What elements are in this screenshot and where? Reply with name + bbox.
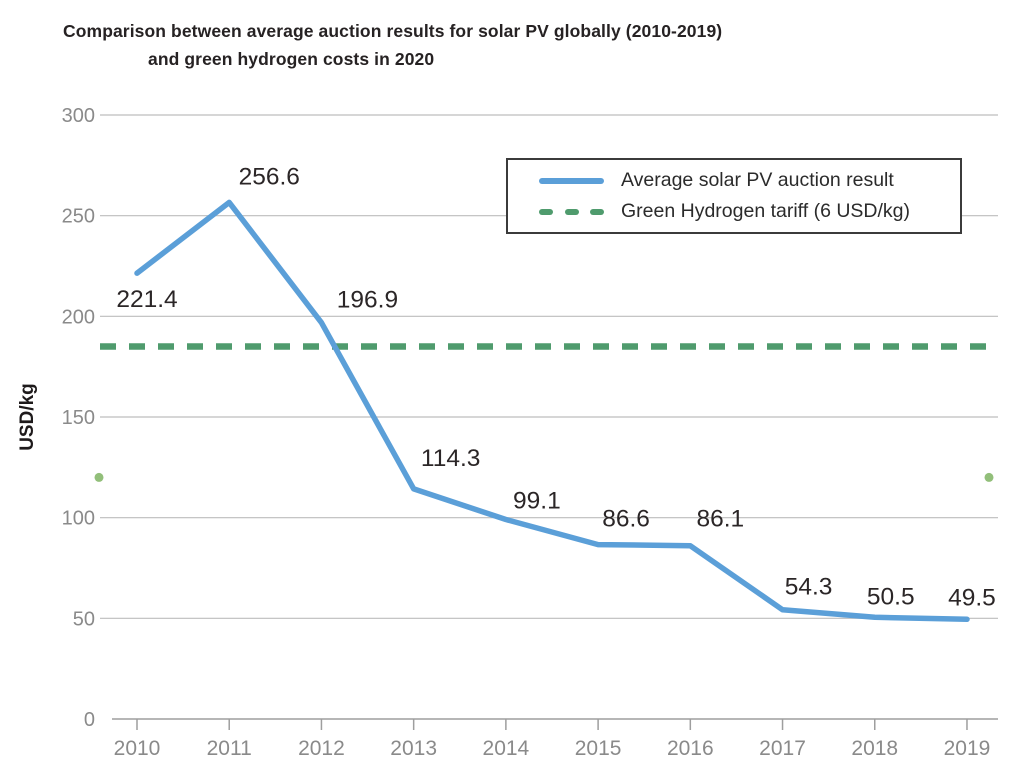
stray-dot	[94, 472, 104, 482]
legend-item-hydrogen: Green Hydrogen tariff (6 USD/kg)	[508, 200, 960, 224]
y-tick-label: 300	[62, 105, 95, 127]
x-tick-label: 2011	[207, 737, 252, 760]
data-label: 114.3	[421, 445, 481, 472]
pv-auction-line	[134, 199, 970, 623]
x-tick-label: 2014	[483, 737, 530, 760]
data-label: 196.9	[337, 287, 398, 314]
chart-title-line-1: Comparison between average auction resul…	[63, 21, 723, 41]
legend-label-hydrogen: Green Hydrogen tariff (6 USD/kg)	[621, 200, 911, 222]
legend-label-solar: Average solar PV auction result	[621, 169, 894, 191]
stray-dot	[984, 472, 994, 482]
data-label: 54.3	[785, 574, 833, 601]
x-tick-label: 2010	[114, 737, 161, 760]
chart-title-line-2: and green hydrogen costs in 2020	[148, 49, 435, 69]
x-tick-label: 2015	[575, 737, 622, 760]
data-label: 50.5	[867, 583, 915, 610]
y-tick-label: 50	[73, 608, 95, 630]
x-tick-label: 2013	[390, 737, 437, 760]
data-label: 49.5	[948, 584, 996, 611]
solid-line-swatch	[539, 177, 604, 184]
x-tick-label: 2017	[759, 737, 806, 760]
dashed-line-swatch	[539, 208, 604, 215]
y-tick-label: 250	[62, 206, 95, 228]
x-tick-label: 2012	[298, 737, 345, 760]
x-tick-label: 2018	[851, 737, 898, 760]
data-label: 256.6	[239, 163, 300, 190]
data-label: 86.6	[602, 506, 650, 533]
data-label: 221.4	[116, 286, 177, 313]
y-tick-label: 100	[62, 508, 95, 530]
data-label: 86.1	[696, 506, 744, 533]
x-tick-label: 2016	[667, 737, 714, 760]
x-tick-label: 2019	[944, 737, 991, 760]
y-tick-label: 150	[62, 407, 95, 429]
legend: Average solar PV auction result Green Hy…	[506, 158, 962, 234]
data-label: 99.1	[513, 487, 561, 514]
y-tick-label: 200	[62, 306, 95, 328]
legend-item-solar: Average solar PV auction result	[508, 169, 960, 193]
y-tick-label: 0	[84, 709, 95, 731]
